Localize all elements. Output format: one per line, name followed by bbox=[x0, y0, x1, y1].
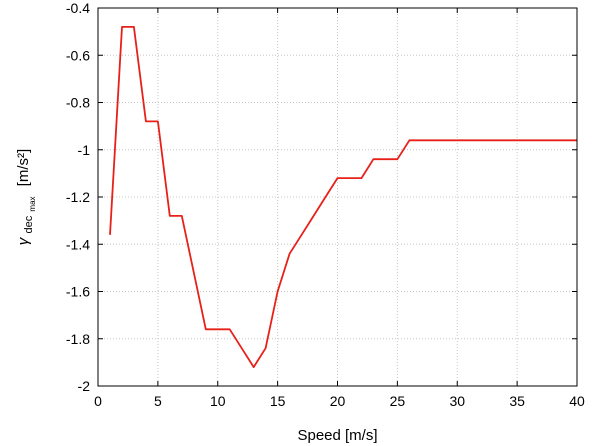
x-tick-label: 25 bbox=[390, 393, 406, 409]
x-tick-label: 15 bbox=[270, 393, 286, 409]
grid-lines bbox=[97, 7, 578, 387]
y-tick-label: -0.4 bbox=[66, 0, 90, 16]
x-axis-label: Speed [m/s] bbox=[297, 427, 377, 444]
x-tick-label: 35 bbox=[509, 393, 525, 409]
y-axis-symbol: γ bbox=[15, 236, 32, 245]
x-tick-label: 30 bbox=[449, 393, 465, 409]
y-tick-label: -2 bbox=[78, 378, 91, 394]
y-axis-label: γ dec max [m/s²] bbox=[15, 149, 39, 245]
y-tick-label: -1.8 bbox=[66, 331, 90, 347]
y-tick-label: -1.4 bbox=[66, 236, 90, 252]
x-tick-label: 0 bbox=[94, 393, 102, 409]
x-tick-label: 20 bbox=[330, 393, 346, 409]
y-axis-subsubscript: max bbox=[28, 196, 37, 211]
y-tick-label: -1.2 bbox=[66, 189, 90, 205]
y-tick-label: -0.6 bbox=[66, 47, 90, 63]
y-axis-unit: [m/s²] bbox=[15, 149, 32, 187]
y-tick-label: -0.8 bbox=[66, 95, 90, 111]
tick-labels: 0 5 10 15 20 25 30 35 40 -2 -1.8 -1.6 -1.4 -1.2 -1 -0.8… bbox=[66, 0, 585, 409]
x-tick-label: 40 bbox=[569, 393, 585, 409]
x-tick-label: 10 bbox=[210, 393, 226, 409]
y-tick-label: -1 bbox=[78, 142, 91, 158]
y-tick-label: -1.6 bbox=[66, 284, 90, 300]
series-layer bbox=[109, 25, 577, 369]
series-line-0 bbox=[109, 25, 577, 369]
x-tick-label: 5 bbox=[154, 393, 162, 409]
y-axis-subscript: dec bbox=[23, 215, 35, 233]
tick-marks bbox=[97, 7, 578, 387]
